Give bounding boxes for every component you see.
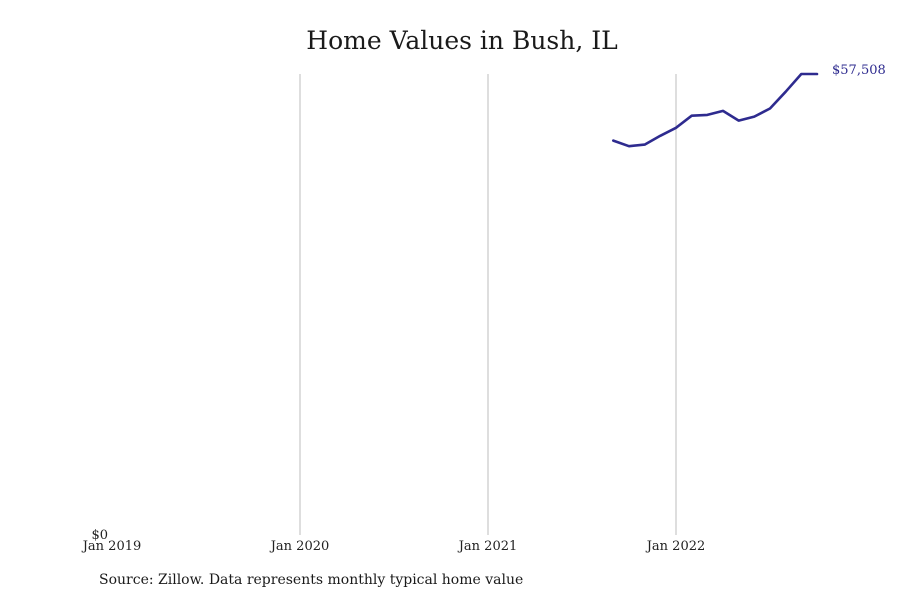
gridlines	[299, 74, 677, 535]
data-labels: $57,508	[832, 63, 886, 78]
y-tick-label: $0	[91, 528, 108, 543]
series-layer	[611, 72, 819, 148]
source-note: Source: Zillow. Data represents monthly …	[99, 572, 524, 588]
x-tick-label: Jan 2020	[269, 539, 330, 554]
x-tick-label: Jan 2019	[81, 539, 142, 554]
x-tick-label: Jan 2022	[645, 539, 706, 554]
x-tick-label: Jan 2021	[457, 539, 518, 554]
series-line	[611, 72, 819, 148]
y-axis-tick-labels: $0	[91, 528, 108, 543]
chart-title: Home Values in Bush, IL	[306, 26, 618, 55]
end-value-label: $57,508	[832, 63, 886, 78]
x-axis-tick-labels: Jan 2019 Jan 2020 Jan 2021 Jan 2022	[81, 539, 706, 554]
